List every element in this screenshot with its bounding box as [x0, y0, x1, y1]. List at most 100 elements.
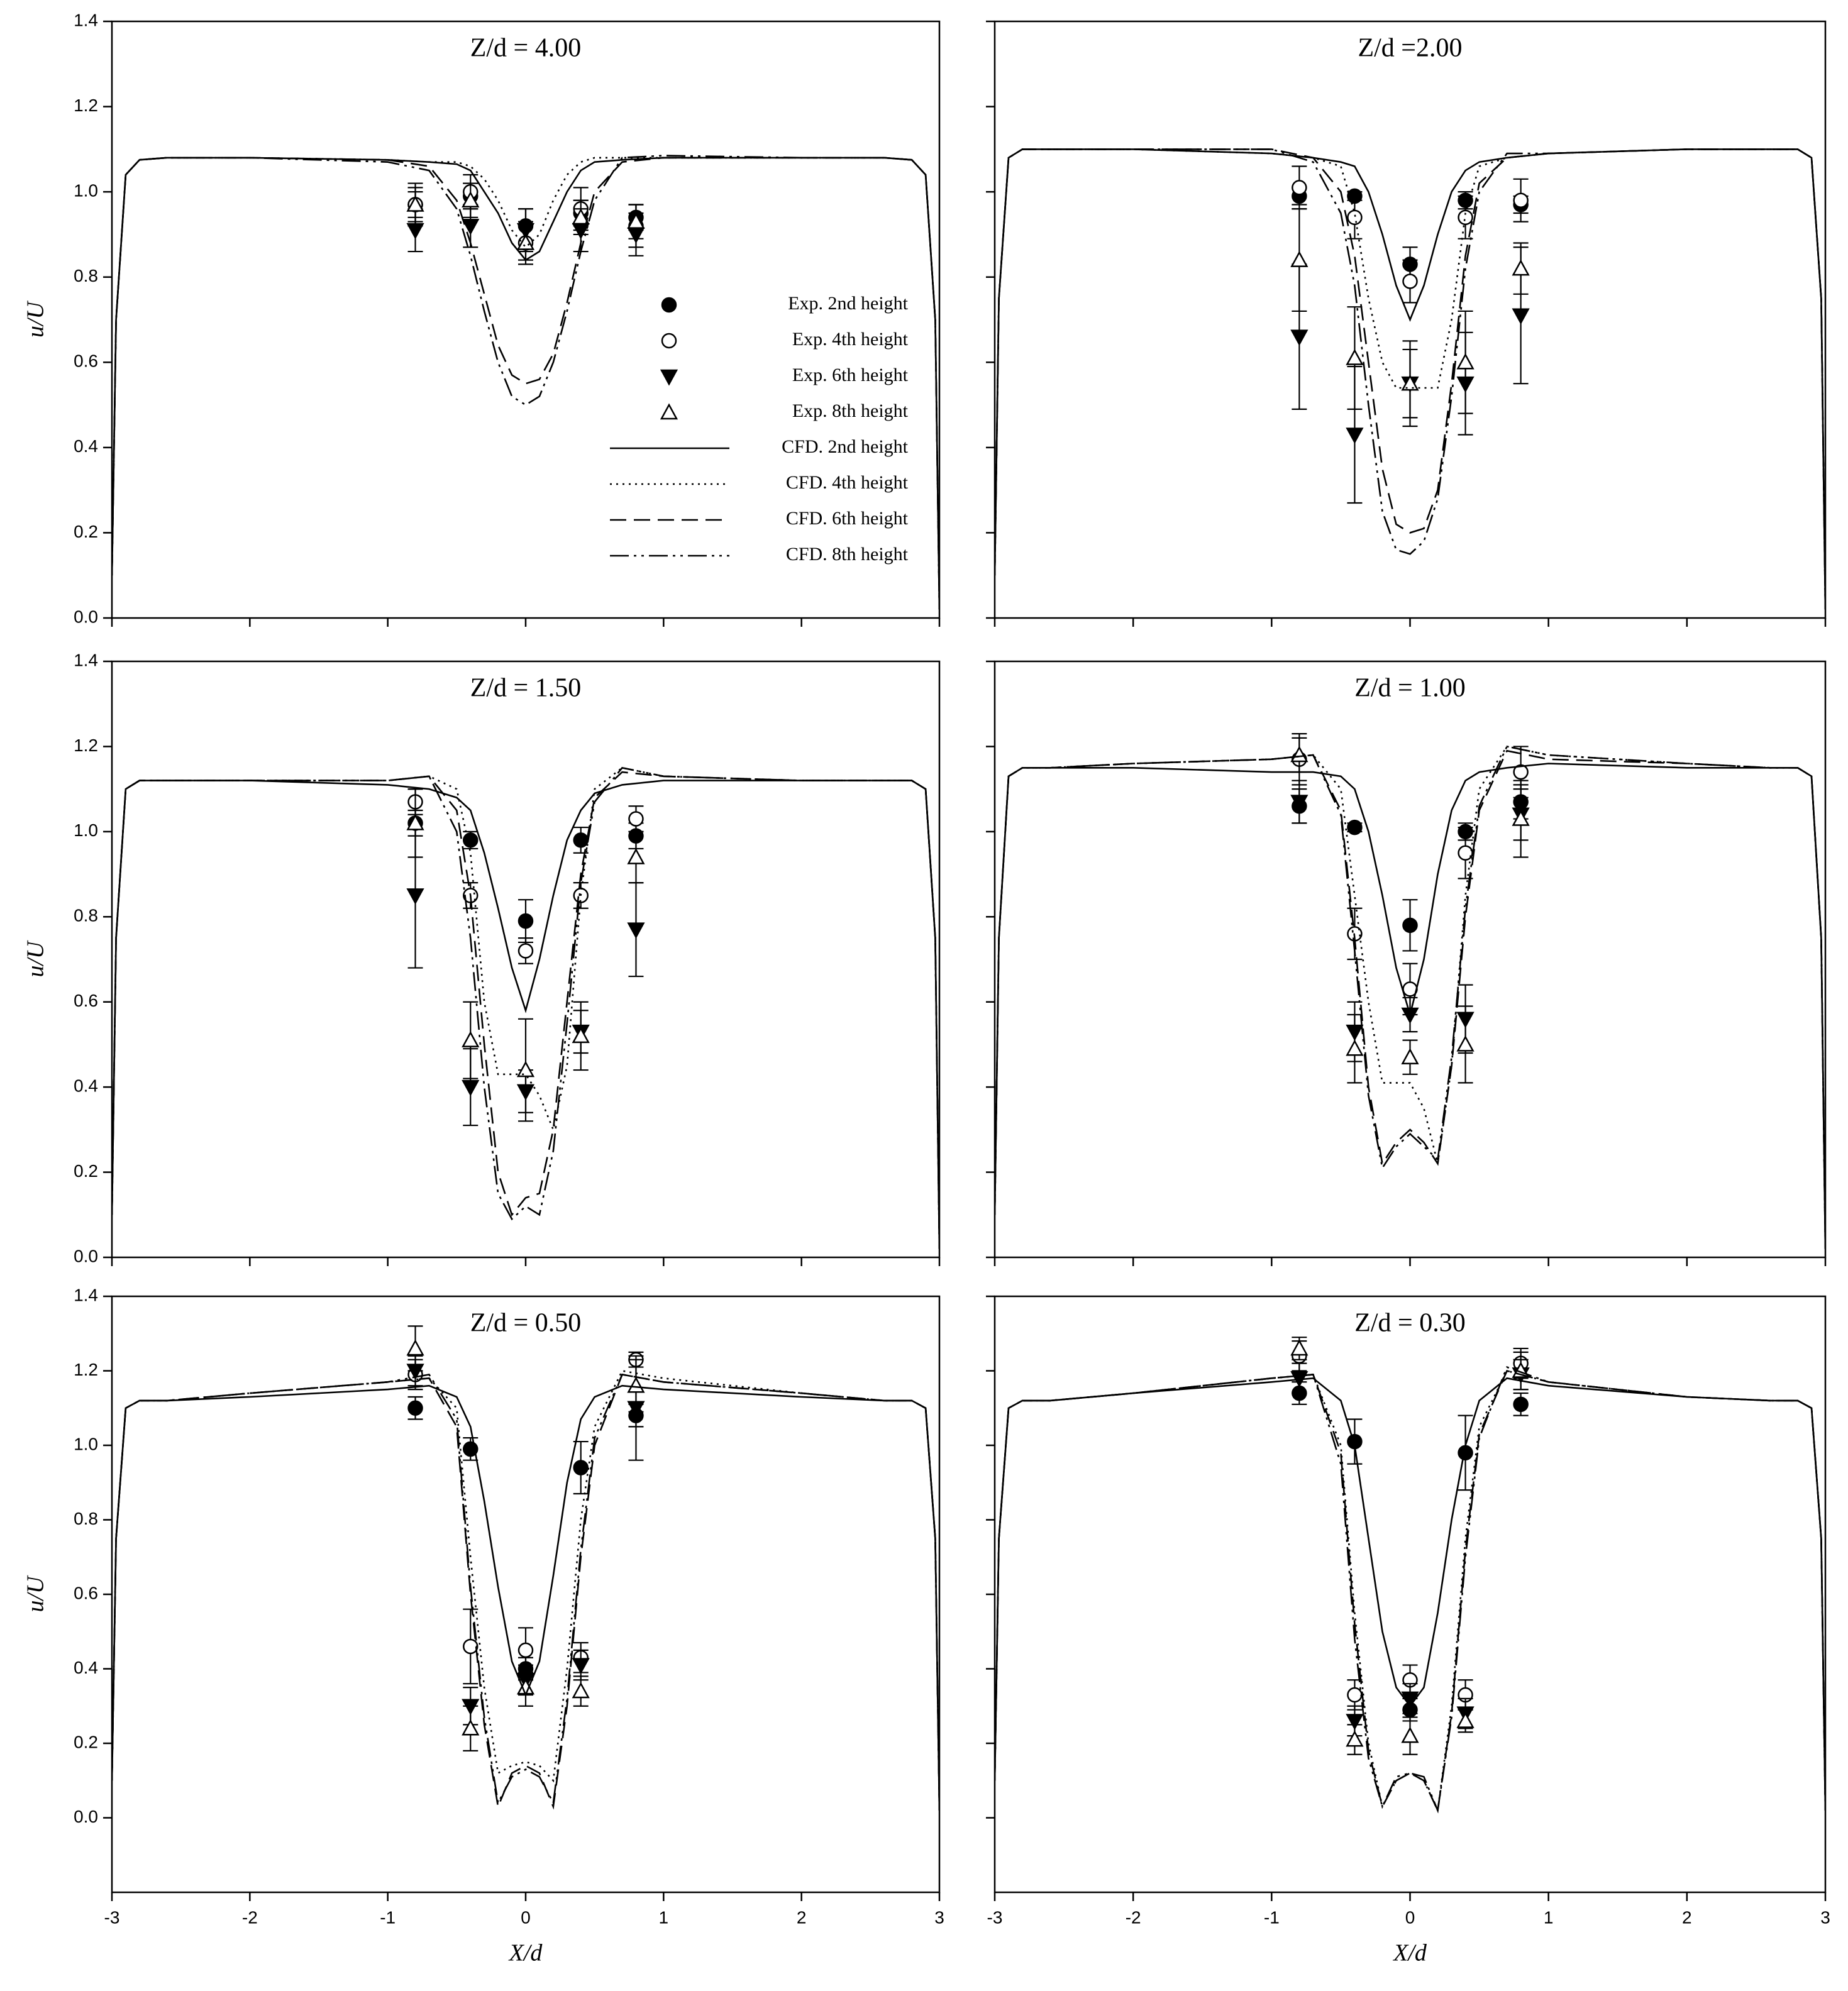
panel: Z/d =2.00: [986, 20, 1827, 627]
legend-swatch: [661, 297, 677, 313]
marker: [1346, 427, 1364, 444]
marker: [406, 813, 424, 830]
legend-swatch: [661, 333, 677, 349]
y-tick-label: 1.2: [74, 96, 98, 115]
cfd-line: [995, 148, 1825, 610]
y-tick-label: 0.0: [74, 1246, 98, 1266]
marker: [462, 1079, 480, 1096]
x-tick-label: 1: [659, 1907, 669, 1927]
x-tick-label: 0: [521, 1907, 531, 1927]
cfd-line: [112, 1384, 939, 1811]
marker: [627, 212, 645, 229]
panel: 0.0 0.2 0.4 0.6 0.8 1.0 1.2 1.4 Z/d = 1.50 u/U: [23, 650, 941, 1266]
marker: [1347, 1687, 1363, 1703]
marker: [462, 1031, 480, 1047]
y-tick-label: 1.0: [74, 181, 98, 201]
y-tick-label: 0.0: [74, 1807, 98, 1826]
marker: [627, 1376, 645, 1393]
marker: [1290, 329, 1309, 346]
y-tick-label: 1.4: [74, 10, 98, 30]
x-axis-label: X/d: [508, 1940, 543, 1966]
y-axis-label: u/U: [23, 1575, 49, 1613]
marker: [1456, 353, 1475, 370]
legend-label: CFD. 2nd height: [782, 436, 909, 457]
x-tick-label: -3: [987, 1907, 1003, 1927]
marker: [407, 1400, 423, 1416]
marker: [1346, 1730, 1364, 1747]
y-axis-label: u/U: [23, 940, 49, 978]
legend-label: Exp. 6th height: [792, 365, 909, 385]
y-tick-label: 0.8: [74, 906, 98, 925]
y-tick-label: 0.6: [74, 1583, 98, 1602]
marker: [572, 1682, 590, 1699]
marker: [1401, 1726, 1419, 1743]
marker: [1290, 746, 1309, 763]
panel-title: Z/d = 4.00: [470, 34, 582, 63]
cfd-line: [995, 148, 1825, 610]
marker: [1513, 1396, 1529, 1413]
y-tick-label: 0.6: [74, 351, 98, 371]
legend-label: Exp. 4th height: [792, 329, 909, 350]
marker: [516, 233, 535, 250]
marker: [573, 1460, 589, 1475]
marker: [572, 208, 590, 225]
legend-label: Exp. 8th height: [792, 400, 909, 421]
y-tick-label: 0.4: [74, 1076, 98, 1096]
y-tick-label: 0.4: [74, 436, 98, 456]
y-tick-label: 0.2: [74, 522, 98, 541]
y-tick-label: 1.2: [74, 736, 98, 755]
marker: [406, 1339, 424, 1356]
panel-title: Z/d = 1.00: [1354, 674, 1466, 703]
marker: [517, 913, 534, 929]
panel-title: Z/d =2.00: [1358, 34, 1462, 63]
marker: [463, 1638, 479, 1655]
marker: [517, 1642, 534, 1658]
y-tick-label: 1.0: [74, 820, 98, 840]
marker: [1513, 192, 1529, 208]
panel-title: Z/d = 0.30: [1354, 1309, 1466, 1338]
marker: [462, 191, 480, 207]
marker: [516, 1061, 535, 1078]
marker: [1290, 795, 1309, 812]
marker: [1456, 1035, 1475, 1052]
y-tick-label: 0.2: [74, 1732, 98, 1751]
marker: [1347, 209, 1363, 226]
legend-swatch: [660, 403, 678, 420]
panel: Z/d = 1.00: [986, 660, 1827, 1266]
marker: [627, 847, 645, 864]
cfd-line: [112, 157, 939, 610]
marker: [1346, 348, 1364, 365]
marker: [572, 1658, 590, 1675]
cfd-line: [112, 766, 939, 1249]
marker: [1401, 1048, 1419, 1064]
x-tick-label: -2: [1126, 1907, 1141, 1927]
cfd-line: [112, 1373, 939, 1811]
legend-label: CFD. 8th height: [786, 544, 909, 565]
y-tick-label: 1.4: [74, 650, 98, 670]
cfd-line: [995, 1365, 1825, 1814]
y-tick-label: 0.8: [74, 1509, 98, 1528]
marker: [1292, 180, 1307, 196]
y-tick-label: 0.0: [74, 607, 98, 626]
y-axis-label: u/U: [23, 300, 49, 338]
x-tick-label: 3: [934, 1907, 944, 1927]
marker: [573, 832, 589, 848]
y-tick-label: 0.8: [74, 266, 98, 285]
marker: [1401, 374, 1419, 391]
panel: -3 -2 -1 0 1 2 3 Z/d = 0.30 X/d: [986, 1295, 1830, 1966]
x-tick-label: 0: [1405, 1907, 1415, 1927]
marker: [1402, 917, 1418, 934]
x-tick-label: 2: [797, 1907, 807, 1927]
marker: [462, 1719, 480, 1736]
legend-swatch: [660, 369, 678, 386]
marker: [1401, 1691, 1419, 1708]
x-tick-label: -1: [1264, 1907, 1280, 1927]
marker: [462, 219, 480, 235]
panel: -3 -2 -1 0 1 2 3 0.0 0.2 0.4 0.6 0.8 1.0 1.2 1.4 Z/d = …: [23, 1285, 944, 1966]
legend-label: CFD. 4th height: [786, 472, 909, 493]
y-tick-label: 1.4: [74, 1285, 98, 1304]
marker: [406, 195, 424, 212]
marker: [1346, 1714, 1364, 1731]
marker: [1513, 764, 1529, 780]
marker: [628, 811, 644, 827]
